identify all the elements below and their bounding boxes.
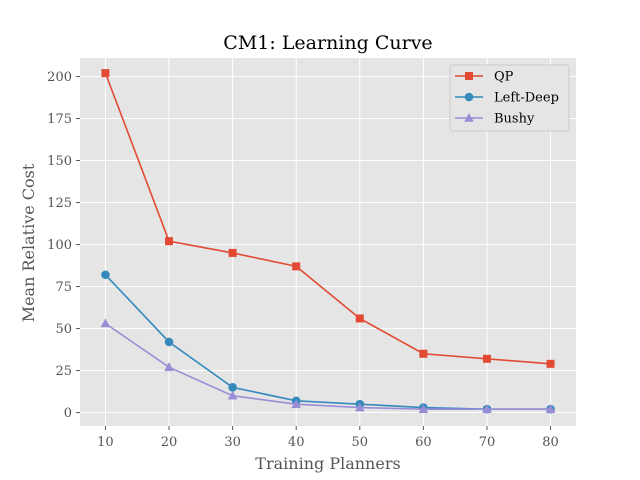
- legend-item-qp: QP: [455, 70, 514, 85]
- data-point-bushy: [291, 399, 302, 408]
- x-tick-label: 30: [224, 435, 241, 450]
- series-bushy: [100, 318, 556, 413]
- x-axis-ticks: 10 20 30 40 50 60 70 80: [97, 426, 559, 450]
- legend-box: [449, 64, 570, 132]
- legend-item-left-deep: Left-Deep: [455, 91, 559, 106]
- x-tick-label: 80: [542, 435, 559, 450]
- series-line-bushy: [104, 322, 551, 410]
- data-point-qp: [355, 314, 364, 323]
- data-point-left-deep: [228, 383, 237, 392]
- y-axis-ticks: 0 25 50 75 100 125 150 175 200: [47, 70, 80, 421]
- legend-label: Bushy: [494, 112, 535, 127]
- data-point-qp: [419, 349, 428, 358]
- series-qp: [101, 69, 555, 368]
- y-tick-label: 175: [47, 112, 72, 127]
- data-point-bushy: [482, 404, 492, 413]
- x-tick-label: 20: [161, 435, 178, 450]
- legend-label: QP: [494, 70, 514, 85]
- series-group: [100, 69, 556, 414]
- data-point-qp: [482, 354, 491, 363]
- legend-marker-left-deep: [464, 92, 474, 102]
- y-tick-label: 0: [64, 406, 72, 421]
- data-point-bushy: [418, 404, 429, 413]
- data-point-qp: [101, 69, 110, 78]
- legend: QP Left-Deep Bushy: [449, 64, 570, 132]
- y-tick-label: 200: [47, 70, 72, 85]
- x-tick-label: 70: [479, 435, 496, 450]
- y-tick-label: 25: [55, 364, 72, 379]
- x-tick-label: 60: [415, 435, 432, 450]
- x-tick-label: 10: [97, 435, 114, 450]
- legend-marker-qp: [465, 72, 473, 80]
- y-tick-label: 50: [55, 322, 72, 337]
- series-line-qp: [104, 72, 551, 365]
- x-tick-label: 40: [288, 435, 305, 450]
- data-point-bushy: [164, 362, 174, 371]
- data-point-qp: [292, 262, 301, 271]
- chart-title: CM1: Learning Curve: [223, 32, 432, 54]
- data-point-bushy: [545, 404, 556, 413]
- legend-item-bushy: Bushy: [455, 112, 535, 127]
- legend-marker-bushy: [464, 113, 474, 122]
- y-axis-label: Mean Relative Cost: [19, 163, 38, 322]
- legend-label: Left-Deep: [494, 91, 559, 106]
- x-axis-label: Training Planners: [255, 454, 400, 473]
- data-point-bushy: [227, 390, 238, 400]
- y-tick-label: 125: [47, 196, 72, 211]
- data-point-bushy: [354, 402, 365, 412]
- data-point-qp: [228, 248, 237, 257]
- data-point-bushy: [100, 318, 111, 328]
- data-point-left-deep: [101, 270, 110, 280]
- y-tick-label: 150: [47, 154, 72, 169]
- y-tick-label: 75: [55, 280, 72, 295]
- y-tick-label: 100: [47, 238, 72, 253]
- data-point-qp: [546, 359, 555, 368]
- x-tick-label: 50: [352, 435, 369, 450]
- data-point-left-deep: [164, 337, 174, 347]
- data-point-qp: [165, 237, 174, 246]
